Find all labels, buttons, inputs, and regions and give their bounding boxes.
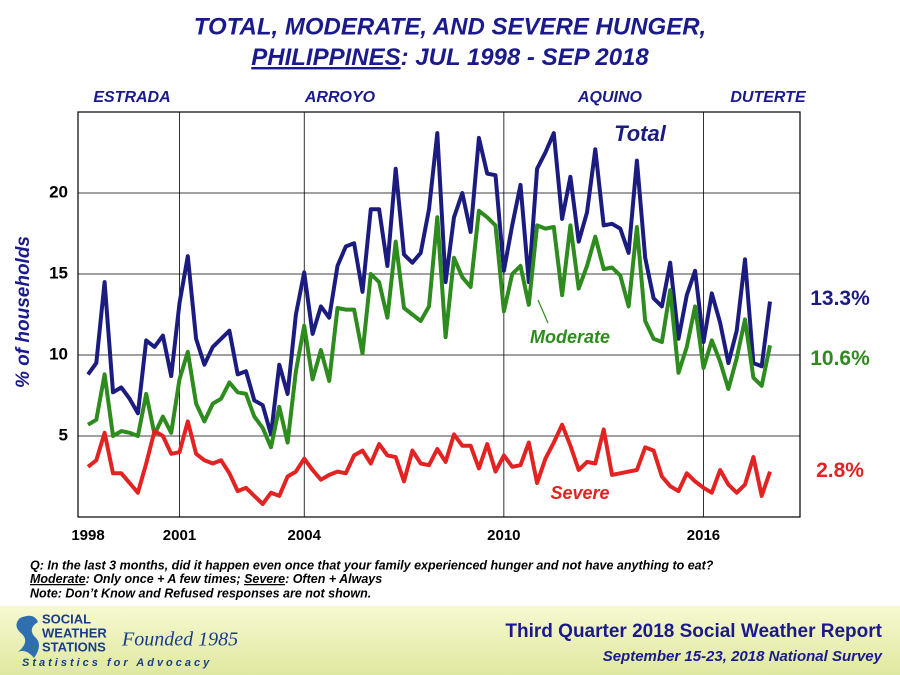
y-axis-label: % of households	[13, 236, 34, 388]
series-line	[86, 208, 772, 450]
org-line: WEATHER	[42, 625, 107, 640]
x-tick-label: 1998	[71, 527, 104, 544]
report-title: Third Quarter 2018 Social Weather Report	[505, 621, 882, 642]
title-rest: : JUL 1998 - SEP 2018	[401, 44, 650, 71]
x-tick-label: 2001	[163, 527, 196, 544]
title-line1: TOTAL, MODERATE, AND SEVERE HUNGER,	[194, 13, 706, 40]
end-value-label: 10.6%	[810, 347, 870, 370]
president-label: ARROYO	[304, 89, 376, 106]
footer-band	[0, 606, 900, 675]
def: : Only once + A few times;	[86, 572, 244, 586]
end-value-label: 2.8%	[816, 459, 864, 482]
end-value-label: 13.3%	[810, 287, 870, 310]
president-label: AQUINO	[577, 89, 643, 106]
y-tick-label: 10	[49, 344, 68, 363]
chart-layer: 5 10 15 20 1998 2001 2004 2010 2016 ESTRADA ARROYO…	[49, 89, 870, 544]
term: Severe	[244, 572, 285, 586]
footnote-question: Q: In the last 3 months, did it happen e…	[30, 558, 714, 572]
org-line: SOCIAL	[42, 611, 91, 626]
logo-icon	[16, 615, 39, 658]
series-line	[86, 131, 772, 437]
series-name: Moderate	[530, 327, 610, 347]
footnote-definitions: Moderate: Only once + A few times; Sever…	[30, 572, 382, 586]
x-tick-label: 2004	[288, 527, 322, 544]
x-tick-label: 2016	[687, 527, 720, 544]
president-label: DUTERTE	[730, 89, 807, 106]
y-tick-label: 20	[49, 182, 68, 201]
series-line	[86, 419, 772, 506]
pointer-arrow	[537, 299, 549, 324]
report-survey: September 15-23, 2018 National Survey	[603, 648, 883, 665]
footnotes: Q: In the last 3 months, did it happen e…	[30, 558, 714, 600]
footnote-note: Note: Don’t Know and Refused responses a…	[30, 586, 371, 600]
tagline: Statistics for Advocacy	[22, 657, 212, 669]
series-name: Total	[614, 121, 667, 146]
title: TOTAL, MODERATE, AND SEVERE HUNGER, PHIL…	[194, 13, 706, 71]
title-underlined: PHILIPPINES	[251, 44, 400, 71]
term: Moderate	[30, 572, 86, 586]
y-tick-label: 5	[59, 425, 68, 444]
series-name: Severe	[550, 483, 609, 503]
x-tick-label: 2010	[487, 527, 520, 544]
org-line: STATIONS	[42, 639, 106, 654]
president-label: ESTRADA	[93, 89, 170, 106]
title-line2: PHILIPPINES: JUL 1998 - SEP 2018	[251, 44, 649, 71]
founded: Founded 1985	[121, 629, 238, 651]
y-tick-label: 15	[49, 263, 68, 282]
logo-text: SOCIAL WEATHER STATIONS	[42, 611, 107, 654]
plot-frame	[77, 111, 801, 518]
def: : Often + Always	[285, 572, 382, 586]
